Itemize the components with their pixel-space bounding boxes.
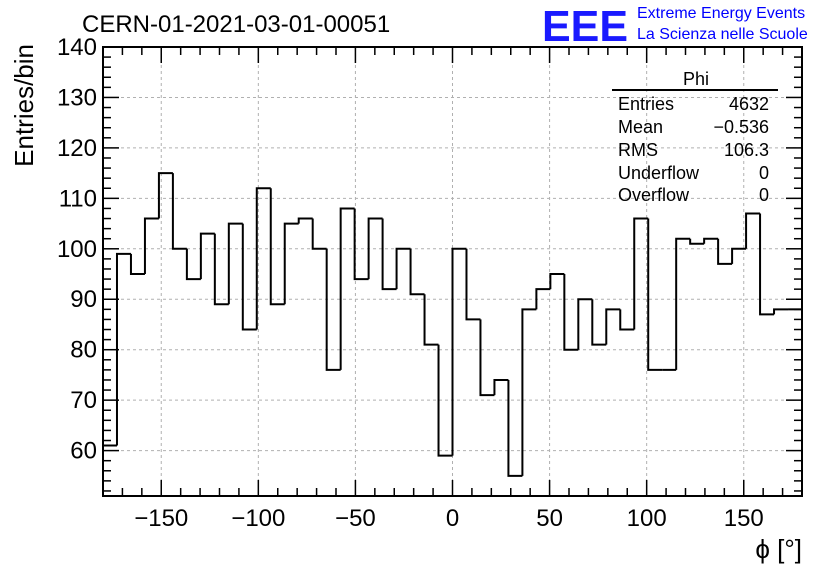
stats-box: Phi Entries 4632 Mean −0.536 RMS 106.3 U… (612, 69, 778, 205)
histogram-bin (465, 248, 481, 321)
histogram-bin (269, 188, 285, 306)
stats-mean-label: Mean (618, 117, 663, 137)
y-tick-label: 110 (59, 185, 97, 212)
stats-overflow-label: Overflow (618, 185, 690, 205)
stats-rms-label: RMS (618, 140, 658, 160)
x-axis-title: ϕ [°] (755, 534, 802, 564)
stats-mean-value: −0.536 (713, 117, 769, 137)
histogram-bin (619, 309, 635, 331)
histogram-bin (367, 217, 383, 280)
stats-box-title: Phi (683, 69, 709, 89)
stats-entries-value: 4632 (729, 94, 769, 114)
histogram-bin (633, 217, 649, 330)
x-tick-label: 50 (536, 505, 563, 532)
chart-title: CERN-01-2021-03-01-00051 (82, 11, 390, 38)
histogram-bin (423, 294, 439, 346)
histogram-bin (717, 238, 733, 265)
histogram-bin (297, 217, 313, 224)
y-tick-label: 80 (70, 337, 97, 364)
stats-overflow-value: 0 (759, 185, 769, 205)
stats-rms-value: 106.3 (724, 140, 769, 160)
histogram-bin (535, 288, 551, 310)
histogram-bin (773, 308, 789, 315)
histogram-bin (325, 248, 341, 371)
histogram-bin (577, 298, 593, 350)
tick-layer (102, 46, 803, 496)
x-tick-label: 100 (627, 505, 667, 532)
histogram-bin (381, 218, 397, 291)
histogram-bin (339, 207, 355, 370)
histogram-bin (395, 247, 411, 290)
histogram-bin (227, 222, 243, 305)
histogram-bin (409, 248, 425, 296)
histogram-bin (605, 308, 621, 345)
histogram-bin (591, 299, 607, 346)
histogram-bin (521, 308, 537, 476)
histogram-bin (283, 222, 299, 305)
histogram-bin (199, 232, 215, 280)
histogram-bin (745, 212, 761, 249)
histogram-bin (507, 379, 523, 477)
histogram-bin (437, 344, 453, 457)
histogram-bin (689, 238, 705, 245)
histogram-bin (255, 187, 271, 330)
histogram-bin (493, 378, 509, 396)
histogram-bin (647, 218, 663, 371)
histogram-bin (241, 223, 257, 331)
histogram-bin (451, 247, 467, 456)
histogram-bin (311, 218, 327, 250)
histogram-bin (479, 319, 495, 397)
x-tick-label: 150 (724, 505, 764, 532)
eee-logo-line2: La Scienza nelle Scuole (637, 26, 808, 43)
stats-underflow-label: Underflow (618, 163, 700, 183)
y-tick-label: 60 (70, 438, 97, 465)
y-tick-label: 70 (70, 387, 97, 414)
histogram-bin (549, 273, 565, 290)
histogram-bin (759, 213, 775, 316)
histogram-bin (353, 208, 369, 281)
eee-logo-mark: EEE (542, 2, 628, 51)
eee-logo: EEE Extreme Energy Events La Scienza nel… (542, 2, 808, 51)
histogram-bin (703, 237, 719, 244)
y-tick-label: 120 (57, 135, 97, 162)
histogram-bin (731, 247, 747, 264)
y-tick-label: 130 (57, 84, 97, 111)
grid-layer (103, 46, 802, 496)
stats-underflow-value: 0 (759, 163, 769, 183)
x-tick-label: −100 (231, 505, 285, 532)
tick-label-layer: −150 −100 −50 0 50 100 150 60 70 80 90 100 110 120 130… (57, 34, 764, 532)
y-tick-label: 140 (57, 34, 97, 61)
x-tick-label: −50 (335, 505, 376, 532)
histogram-bin (157, 172, 173, 219)
histogram-layer (102, 172, 802, 496)
histogram-bin (563, 274, 579, 351)
y-axis-title: Entries/bin (9, 44, 39, 167)
histogram-bin (185, 248, 201, 281)
histogram-bin (129, 253, 145, 276)
y-tick-label: 100 (57, 236, 97, 263)
histogram-bin (213, 233, 229, 306)
histogram-bin (143, 217, 159, 275)
stats-entries-label: Entries (618, 94, 674, 114)
x-tick-label: −150 (134, 505, 188, 532)
histogram-bin (115, 252, 131, 446)
y-tick-label: 90 (70, 286, 97, 313)
histogram-bin (675, 237, 691, 370)
x-tick-label: 0 (446, 505, 459, 532)
histogram-bin (171, 173, 187, 250)
eee-logo-line1: Extreme Energy Events (637, 5, 805, 22)
